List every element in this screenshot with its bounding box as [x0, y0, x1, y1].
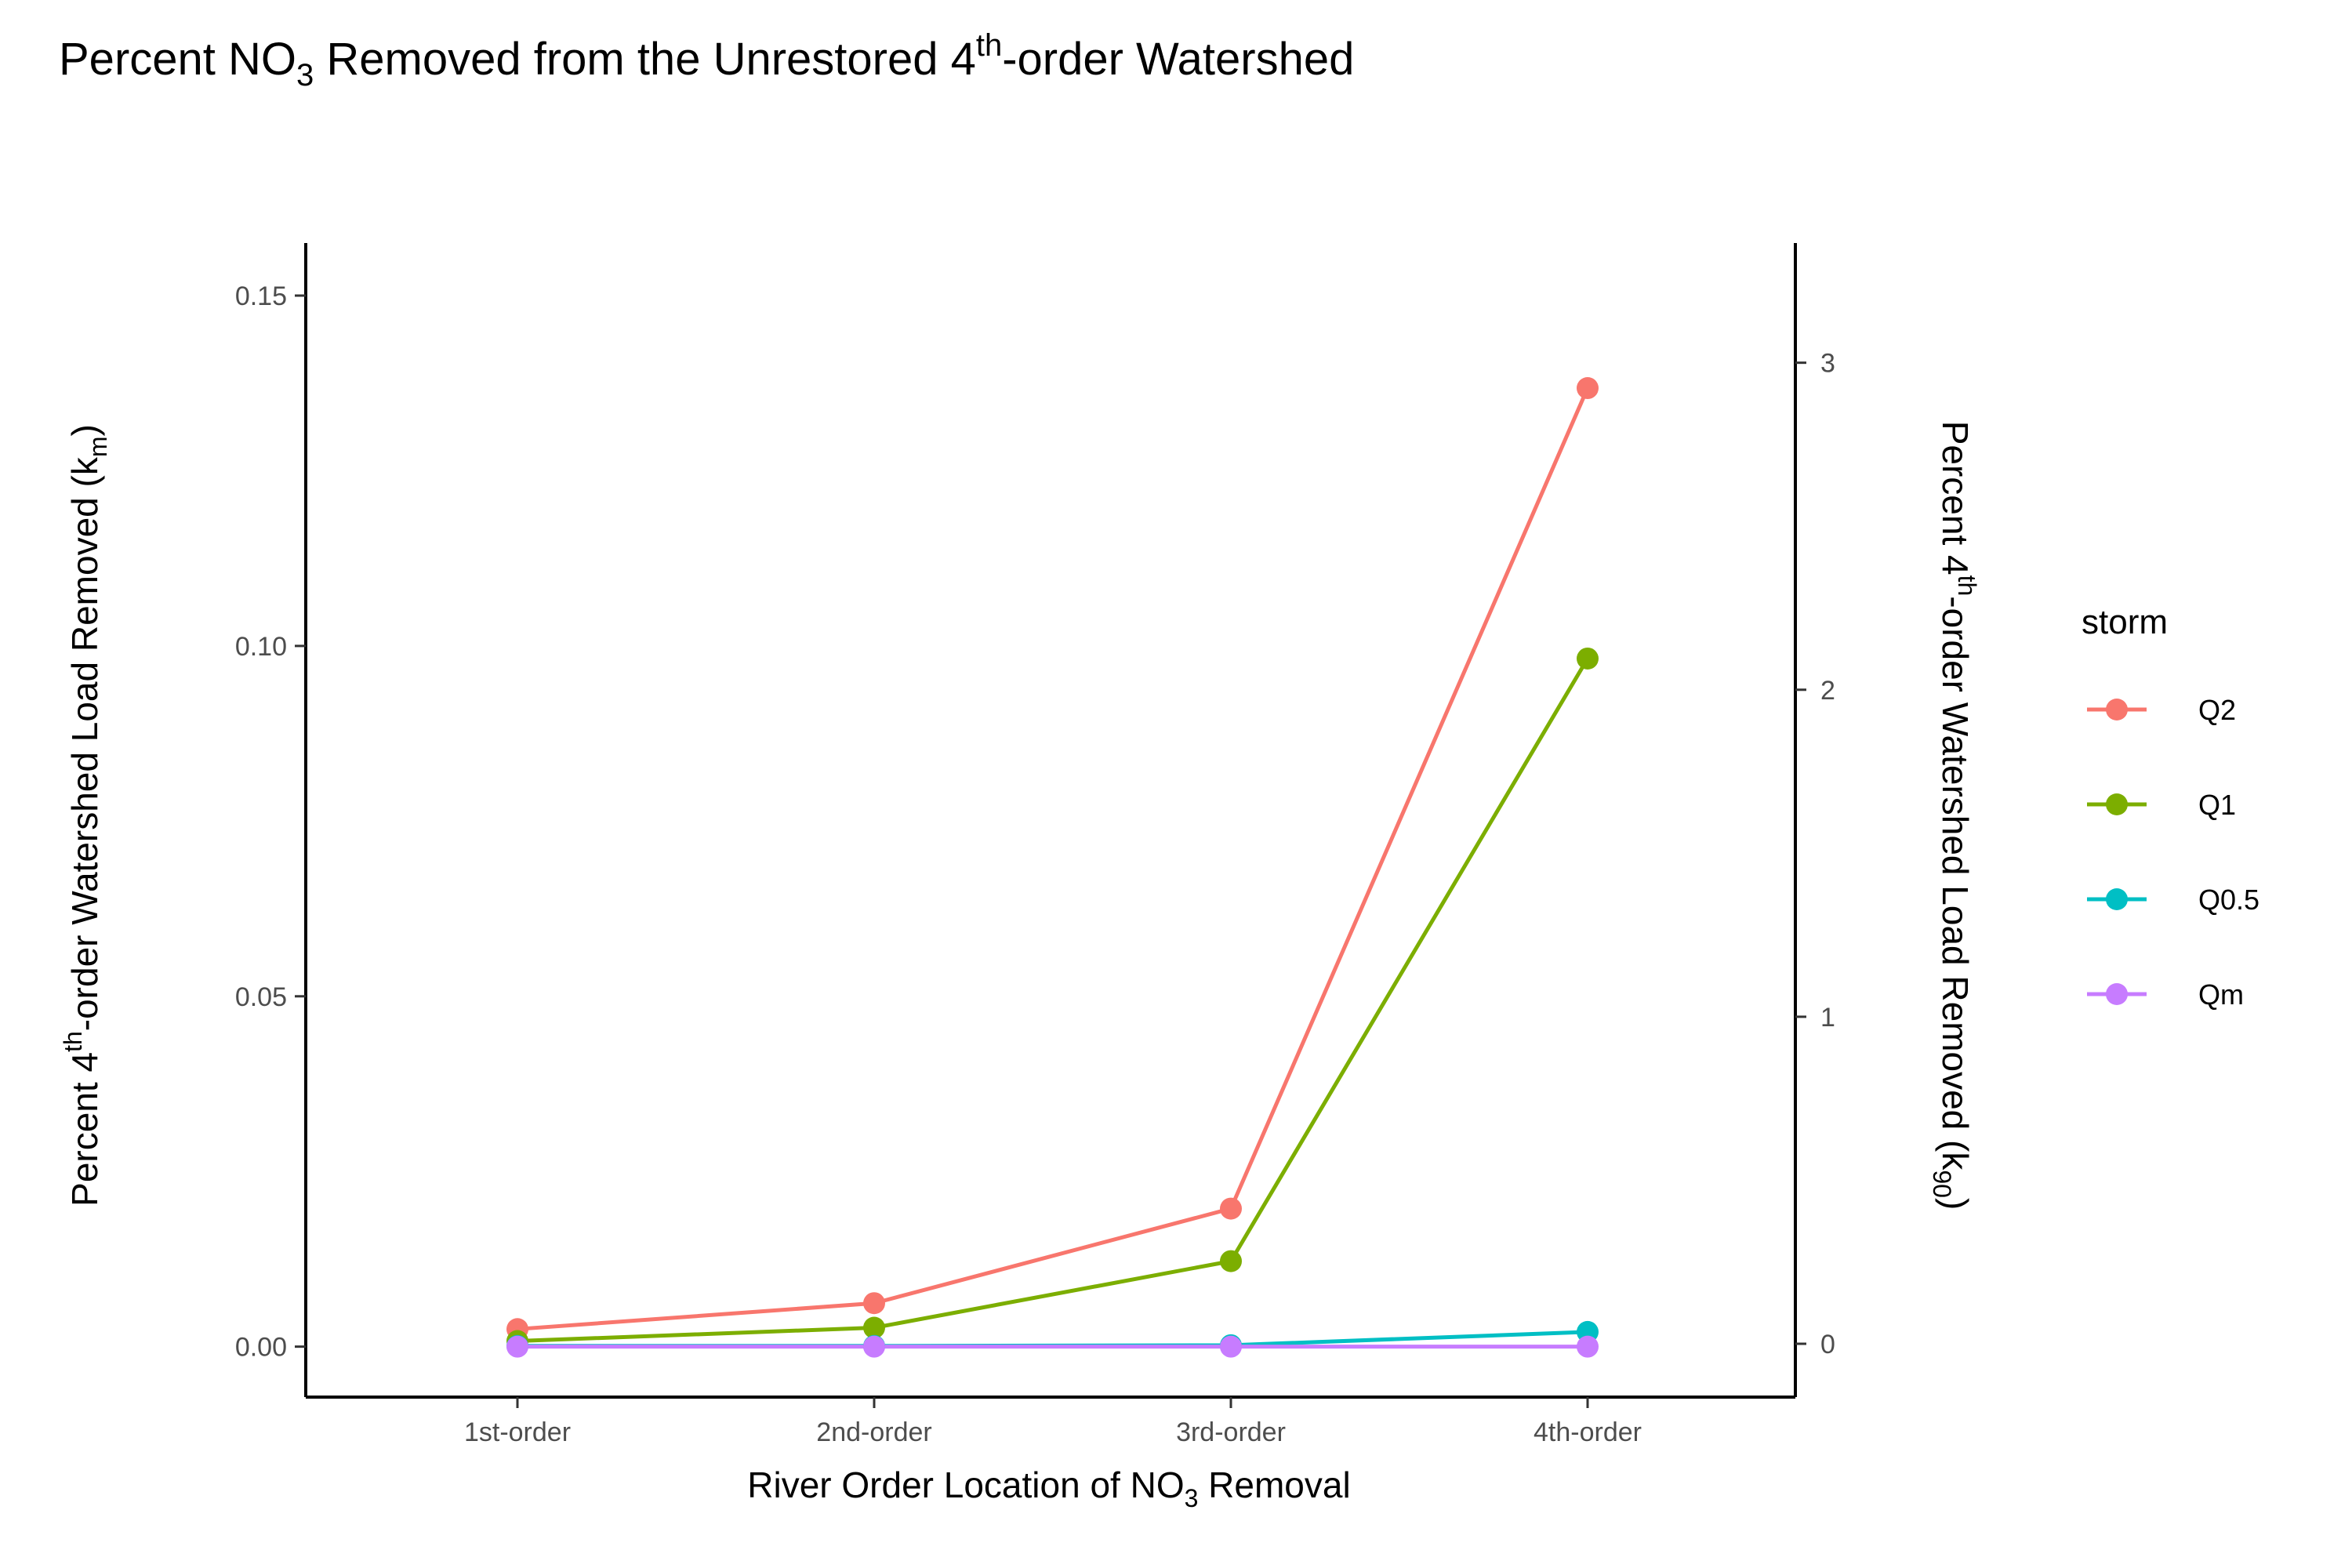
- series-line-q2: [517, 387, 1590, 1331]
- y-tick-label: 0.15: [235, 281, 287, 311]
- data-point-qm: [506, 1335, 528, 1358]
- y2-tick-label: 3: [1820, 349, 1835, 379]
- legend-key-point: [2106, 888, 2128, 910]
- x-tick-label: 2nd-order: [816, 1417, 931, 1447]
- data-point-q1: [1220, 1250, 1242, 1272]
- legend-label: Q2: [2198, 694, 2236, 726]
- x-tick-label: 4th-order: [1534, 1417, 1642, 1447]
- data-point-q1: [1577, 647, 1599, 670]
- legend-label: Q1: [2198, 789, 2236, 821]
- legend-item-q2: Q2: [2087, 694, 2236, 726]
- data-point-qm: [863, 1335, 885, 1358]
- y-axis-right: 0 1 2 3: [1794, 243, 1835, 1397]
- series-line-q1: [517, 657, 1590, 1343]
- legend-key-point: [2106, 793, 2128, 815]
- data-point-q2: [1220, 1197, 1242, 1220]
- x-axis-title: River Order Location of NO3 Removal: [747, 1465, 1350, 1512]
- y-tick-label: 0.00: [235, 1333, 287, 1363]
- y2-tick-label: 0: [1820, 1330, 1835, 1359]
- data-point-qm: [1577, 1335, 1599, 1358]
- legend-key-point: [2106, 699, 2128, 720]
- legend-label: Qm: [2198, 978, 2244, 1011]
- y-tick-label: 0.05: [235, 982, 287, 1012]
- y-tick-label: 0.10: [235, 632, 287, 662]
- chart-title: Percent NO3 Removed from the Unrestored …: [59, 28, 1354, 93]
- data-point-qm: [1220, 1335, 1242, 1358]
- data-point-q2: [1577, 377, 1599, 400]
- legend-key-point: [2106, 983, 2128, 1005]
- legend-title: storm: [2082, 603, 2168, 641]
- legend-item-q0-5: Q0.5: [2087, 884, 2259, 916]
- legend-item-qm: Qm: [2087, 978, 2244, 1011]
- x-axis: 1st-order 2nd-order 3rd-order 4th-order: [306, 1396, 1795, 1447]
- y2-tick-label: 2: [1820, 676, 1835, 706]
- legend-label: Q0.5: [2198, 884, 2259, 916]
- plot-series: [506, 377, 1599, 1358]
- y-axis-left: 0.00 0.05 0.10 0.15: [235, 243, 307, 1397]
- y2-tick-label: 1: [1820, 1003, 1835, 1033]
- data-point-q2: [863, 1292, 885, 1315]
- data-point-q1: [863, 1316, 885, 1339]
- y-axis-title: Percent 4th-order Watershed Load Removed…: [59, 424, 112, 1207]
- legend: storm Q2 Q1 Q0.5 Qm: [2082, 603, 2259, 1011]
- x-tick-label: 3rd-order: [1176, 1417, 1286, 1447]
- x-tick-label: 1st-order: [464, 1417, 571, 1447]
- legend-item-q1: Q1: [2087, 789, 2236, 821]
- y2-axis-title: Percent 4th-order Watershed Load Removed…: [1928, 421, 1981, 1210]
